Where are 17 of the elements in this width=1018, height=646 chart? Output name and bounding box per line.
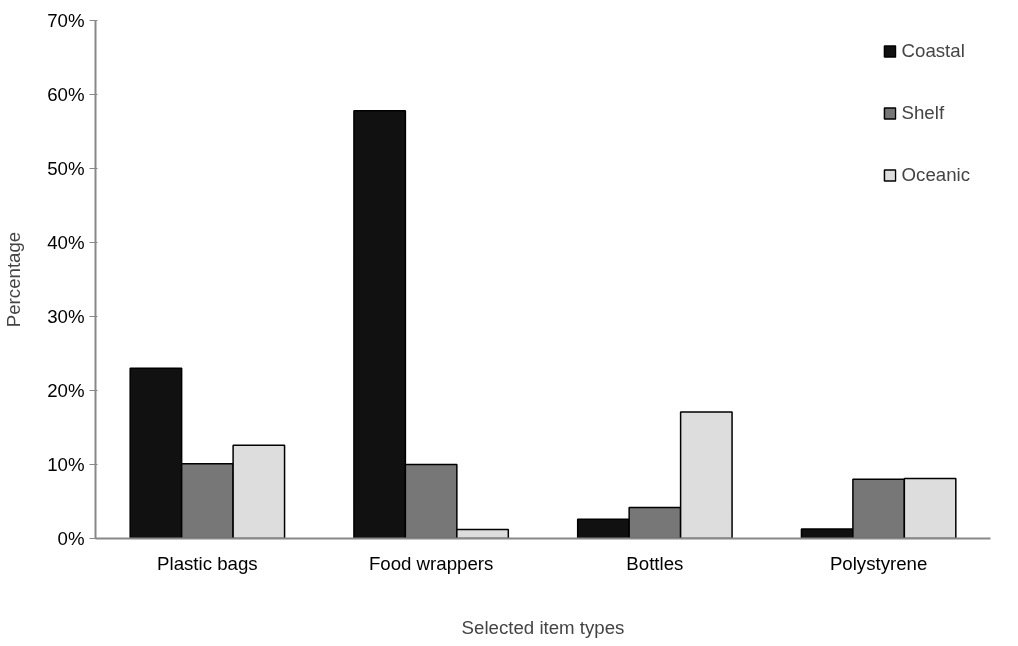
y-tick-label: 10% (47, 454, 85, 475)
y-axis-title: Percentage (3, 231, 25, 328)
legend-label: Oceanic (901, 164, 970, 186)
y-tick-label: 60% (47, 84, 85, 105)
y-tick-label: 30% (47, 306, 85, 327)
legend-label: Coastal (901, 40, 965, 62)
y-tick-label: 50% (47, 158, 85, 179)
legend-label: Shelf (901, 102, 945, 124)
x-tick-label: Food wrappers (368, 552, 494, 574)
y-tick-label: 0% (57, 528, 85, 549)
y-tick-label: 40% (47, 232, 85, 253)
y-tick-label: 20% (47, 380, 85, 401)
x-tick-label: Bottles (626, 552, 684, 574)
x-tick-label: Plastic bags (157, 552, 258, 574)
x-tick-label: Polystyrene (829, 552, 928, 574)
x-axis-title: Selected item types (461, 616, 625, 638)
y-tick-label: 70% (47, 10, 85, 31)
